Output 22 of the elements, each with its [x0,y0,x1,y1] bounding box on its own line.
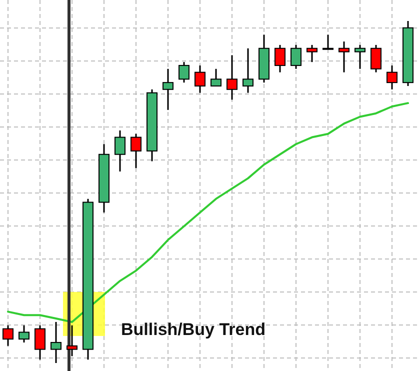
candlestick [2,324,14,347]
candlestick [290,44,302,70]
candlestick [34,324,46,360]
candlestick [354,44,366,70]
candlestick [226,54,238,100]
candlestick [18,324,30,344]
candlestick [194,64,206,94]
candlestick [242,48,254,94]
annotation: Bullish/Buy Trend [121,320,266,339]
candlestick [178,61,190,84]
candlestick [50,321,62,364]
candlestick [162,68,174,111]
candlestick [66,324,78,357]
candlestick [338,40,350,74]
candlestick [322,34,334,50]
candlestick [210,68,222,87]
candlestick [114,130,126,172]
candlestick [274,44,286,74]
candlestick [306,44,318,63]
candlestick [370,44,382,74]
candlestick [386,64,398,90]
candlestick [130,133,142,169]
